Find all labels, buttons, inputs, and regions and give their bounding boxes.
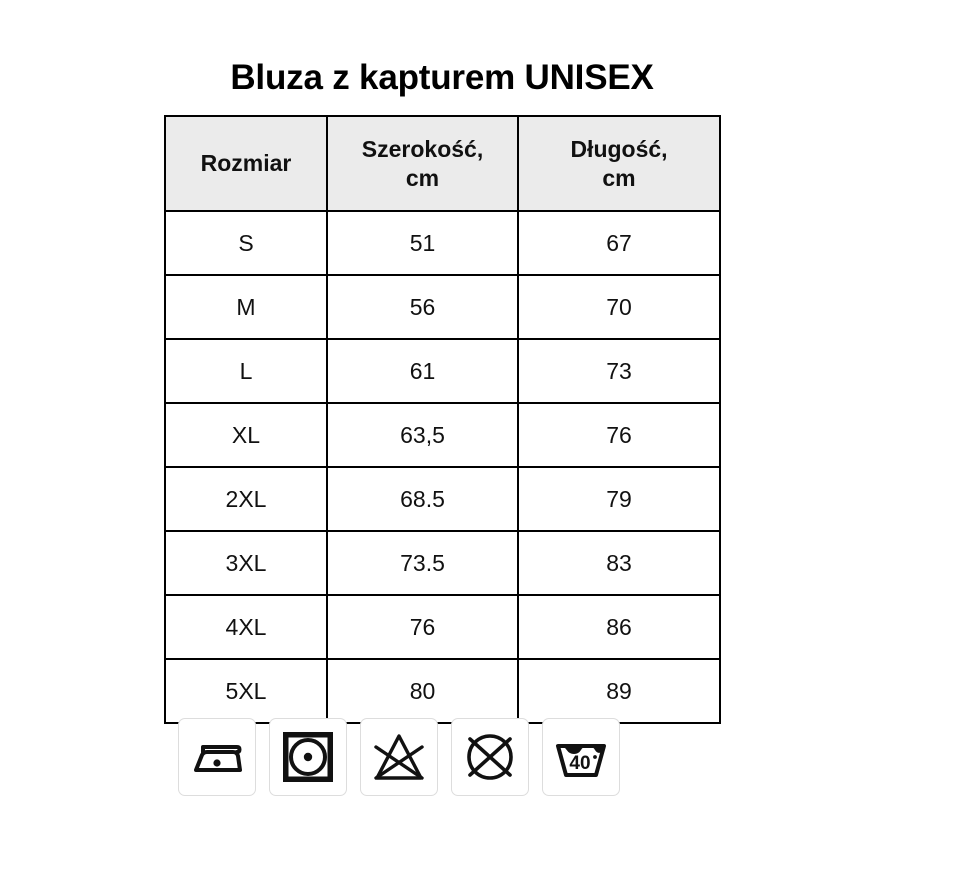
size-table: Rozmiar Szerokość, cm Długość, cm S 51 6…: [164, 115, 721, 724]
wash-temperature-label: 40: [569, 753, 590, 774]
wash-40-icon: 40: [542, 718, 620, 796]
cell-size: L: [164, 338, 328, 404]
column-header-length-line2: cm: [602, 164, 636, 191]
column-header-width-line1: Szerokość,: [361, 135, 484, 162]
table-row: XL 63,5 76: [164, 402, 721, 468]
cell-length: 83: [517, 530, 721, 596]
cell-length: 67: [517, 210, 721, 276]
page-title: Bluza z kapturem UNISEX: [230, 58, 654, 97]
cell-width: 80: [326, 658, 519, 724]
column-header-size: Rozmiar: [164, 115, 328, 212]
table-row: 4XL 76 86: [164, 594, 721, 660]
column-header-length-line1: Długość,: [570, 135, 668, 162]
cell-width: 56: [326, 274, 519, 340]
cell-length: 73: [517, 338, 721, 404]
tumble-dry-icon: [269, 718, 347, 796]
cell-length: 89: [517, 658, 721, 724]
table-row: 5XL 80 89: [164, 658, 721, 724]
column-header-width: Szerokość, cm: [326, 115, 519, 212]
cell-width: 51: [326, 210, 519, 276]
column-header-width-line2: cm: [405, 164, 440, 191]
cell-width: 61: [326, 338, 519, 404]
table-row: M 56 70: [164, 274, 721, 340]
cell-size: XL: [164, 402, 328, 468]
cell-size: S: [164, 210, 328, 276]
table-body: S 51 67 M 56 70 L 61 73 XL 63,5 76 2XL 6: [164, 210, 721, 724]
cell-width: 68.5: [326, 466, 519, 532]
table-row: 3XL 73.5 83: [164, 530, 721, 596]
cell-width: 73.5: [326, 530, 519, 596]
cell-width: 63,5: [326, 402, 519, 468]
column-header-size-line1: Rozmiar: [200, 150, 292, 176]
cell-size: M: [164, 274, 328, 340]
table-header: Rozmiar Szerokość, cm Długość, cm: [164, 115, 721, 212]
cell-size: 5XL: [164, 658, 328, 724]
cell-length: 76: [517, 402, 721, 468]
cell-width: 76: [326, 594, 519, 660]
table-row: S 51 67: [164, 210, 721, 276]
do-not-bleach-icon: [360, 718, 438, 796]
cell-length: 86: [517, 594, 721, 660]
care-symbols-row: 40: [178, 718, 620, 796]
table-header-row: Rozmiar Szerokość, cm Długość, cm: [164, 115, 721, 212]
cell-length: 70: [517, 274, 721, 340]
cell-length: 79: [517, 466, 721, 532]
cell-size: 2XL: [164, 466, 328, 532]
table-row: L 61 73: [164, 338, 721, 404]
cell-size: 3XL: [164, 530, 328, 596]
table-row: 2XL 68.5 79: [164, 466, 721, 532]
column-header-length: Długość, cm: [517, 115, 721, 212]
iron-low-heat-icon: [178, 718, 256, 796]
do-not-dry-clean-icon: [451, 718, 529, 796]
cell-size: 4XL: [164, 594, 328, 660]
